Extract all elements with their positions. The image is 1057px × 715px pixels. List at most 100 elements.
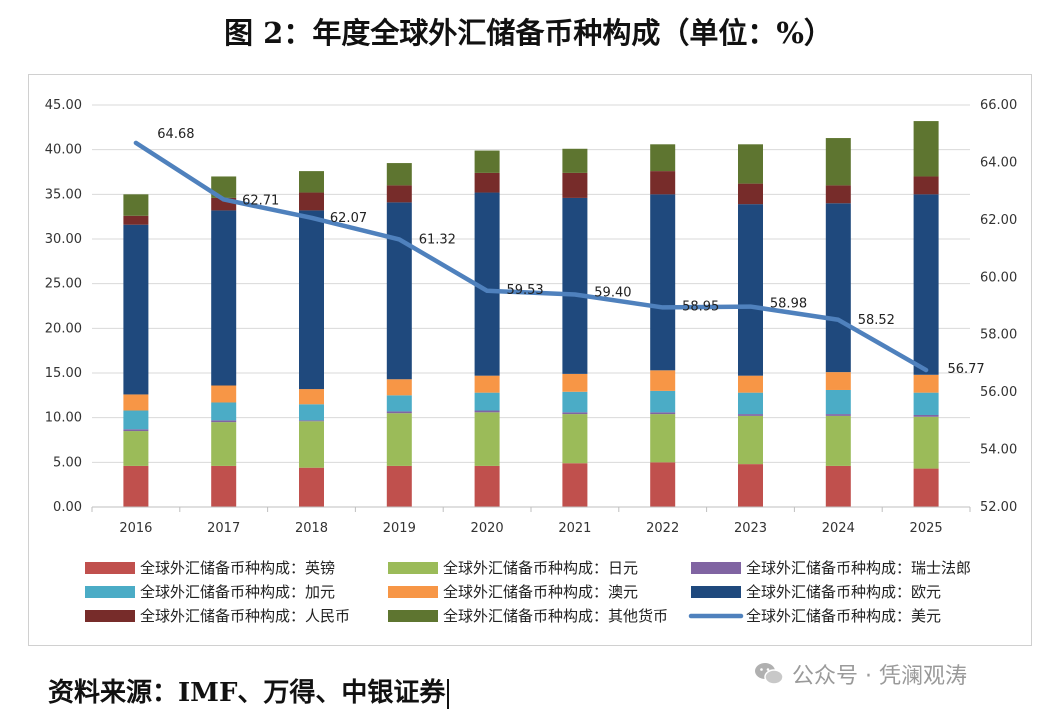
bar-segment: [299, 210, 324, 390]
bar-segment: [123, 224, 149, 395]
bar-segment: [650, 390, 676, 413]
x-tick-label: 2020: [471, 521, 504, 536]
x-tick-label: 2016: [119, 521, 152, 536]
bar-segment: [913, 468, 939, 507]
bar-segment: [299, 171, 324, 193]
legend-label: 全球外汇储备币种构成：澳元: [443, 583, 638, 601]
x-tick-label: 2018: [295, 521, 328, 536]
x-tick-label: 2019: [383, 521, 416, 536]
x-tick-label: 2023: [734, 521, 767, 536]
bar-segment: [123, 410, 149, 430]
source-note: 资料来源：IMF、万得、中银证券: [48, 672, 450, 709]
bar-segment: [738, 375, 763, 393]
bar-segment: [562, 463, 588, 507]
bar-segment: [913, 416, 939, 469]
line-data-label: 64.68: [157, 127, 194, 142]
bar-segment: [386, 465, 412, 507]
bar-segment: [386, 395, 412, 412]
bar-segment: [562, 412, 588, 415]
y-right-tick-label: 62.00: [980, 213, 1017, 228]
bar-segment: [299, 192, 324, 211]
bar-segment: [738, 144, 763, 184]
bar-segment: [650, 462, 676, 507]
legend-label: 全球外汇储备币种构成：欧元: [746, 583, 941, 601]
bar-segment: [738, 415, 763, 465]
y-right-tick-label: 54.00: [980, 443, 1017, 458]
bar-segment: [825, 389, 851, 415]
bar-segment: [825, 203, 851, 373]
bar-segment: [913, 374, 939, 393]
y-left-tick-label: 5.00: [53, 455, 82, 470]
bar-segment: [123, 394, 149, 411]
bar-segment: [386, 163, 412, 186]
line-data-label: 56.77: [947, 362, 984, 377]
y-left-tick-label: 35.00: [45, 187, 82, 202]
bar-segment: [299, 421, 324, 468]
legend: 全球外汇储备币种构成：英镑 全球外汇储备币种构成：日元 全球外汇储备币种构成：瑞士法…: [85, 559, 971, 625]
bar-segment: [299, 389, 324, 405]
bar-segment: [825, 415, 851, 466]
bar-segment: [474, 172, 500, 193]
bar-segment: [738, 464, 763, 507]
bar-segment: [825, 185, 851, 204]
legend-swatch: [85, 586, 135, 598]
bar-segment: [386, 185, 412, 203]
y-right-tick-label: 60.00: [980, 270, 1017, 285]
y-right-tick-label: 64.00: [980, 155, 1017, 170]
bar-segment: [825, 465, 851, 507]
bar-segment: [562, 391, 588, 413]
legend-swatch: [388, 562, 438, 574]
bar-segment: [474, 412, 500, 466]
bar-segment: [386, 411, 412, 414]
bar-segment: [650, 144, 676, 172]
bar-segment: [913, 176, 939, 195]
bar-segment: [650, 414, 676, 463]
y-right-tick-label: 56.00: [980, 385, 1017, 400]
bar-segment: [386, 379, 412, 396]
wechat-icon: [755, 663, 784, 685]
legend-swatch: [691, 562, 741, 574]
y-right-tick-label: 66.00: [980, 98, 1017, 113]
line-data-label: 58.95: [682, 299, 719, 314]
x-tick-label: 2022: [646, 521, 679, 536]
watermark: 公众号 · 凭澜观涛: [754, 658, 967, 690]
usd-line: [133, 140, 929, 373]
bar-segment: [738, 392, 763, 415]
bar-segment: [123, 215, 149, 225]
bar-segment: [738, 204, 763, 376]
y-left-tick-label: 40.00: [45, 143, 82, 158]
bar-segment: [562, 197, 588, 374]
y-left-tick-label: 20.00: [45, 321, 82, 336]
y-right-tick-label: 58.00: [980, 328, 1017, 343]
legend-swatch: [691, 586, 741, 598]
legend-swatch: [388, 610, 438, 622]
bar-segment: [913, 194, 939, 375]
line-data-label: 62.07: [330, 211, 367, 226]
line-data-label: 59.40: [594, 286, 631, 301]
line-series: 64.68 62.71 62.07 61.32 59.53 59.40 58.95 58.98…: [133, 127, 985, 377]
y-left-tick-label: 15.00: [45, 366, 82, 381]
bar-segment: [913, 121, 939, 177]
line-data-label: 62.71: [242, 193, 279, 208]
bar-series: [123, 121, 939, 507]
bar-segment: [386, 413, 412, 466]
line-data-label: 61.32: [419, 232, 456, 247]
x-tick-label: 2021: [558, 521, 591, 536]
bar-segment: [386, 202, 412, 380]
bar-segment: [123, 429, 149, 432]
line-data-label: 58.52: [858, 313, 895, 328]
bar-segment: [825, 138, 851, 186]
bar-segment: [738, 414, 763, 416]
bar-segment: [299, 420, 324, 422]
chart-title: 图 2：年度全球外汇储备币种构成（单位：%）: [224, 16, 833, 50]
bar-segment: [211, 465, 237, 507]
chart-frame: [28, 74, 1032, 646]
bar-segment: [123, 465, 149, 507]
bar-segment: [650, 194, 676, 371]
bar-segment: [913, 392, 939, 415]
bar-segment: [562, 148, 588, 173]
legend-swatch: [85, 562, 135, 574]
bar-segment: [650, 412, 676, 415]
bar-segment: [211, 422, 237, 466]
